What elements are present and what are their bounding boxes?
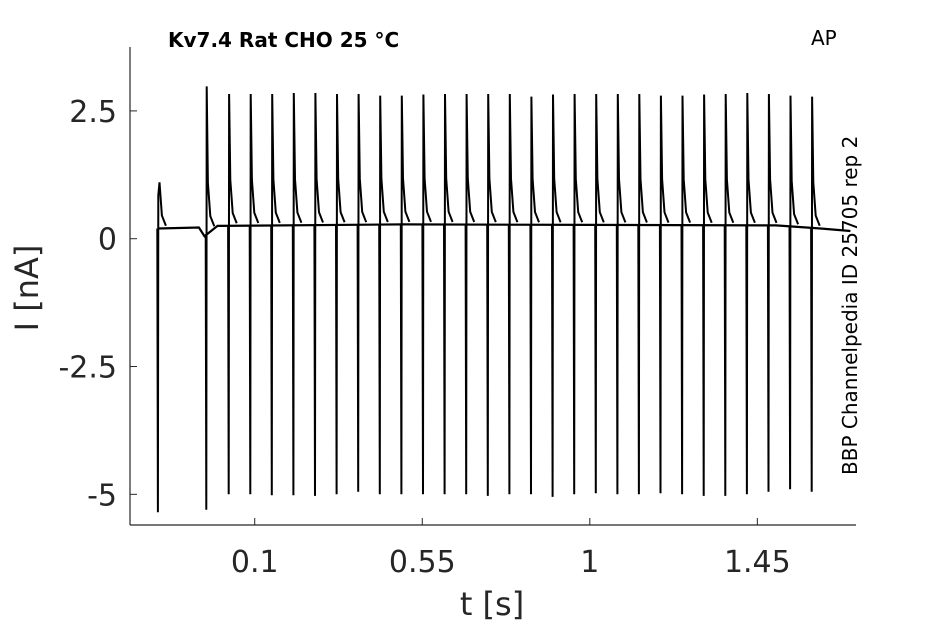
spike: [572, 93, 584, 495]
spike: [421, 94, 432, 495]
spike: [356, 93, 368, 492]
spike: [529, 96, 540, 495]
y-axis-label: I [nA]: [8, 245, 46, 332]
spike: [443, 93, 454, 495]
y-tick-label: 0: [98, 223, 117, 258]
spike: [399, 95, 411, 495]
x-tick-label: 1: [580, 545, 599, 580]
chart-title: Kv7.4 Rat CHO 25 °C: [168, 28, 399, 52]
spike: [680, 95, 692, 495]
spike: [637, 93, 648, 495]
spike: [486, 93, 497, 496]
spike: [464, 93, 476, 495]
spike: [378, 95, 389, 495]
x-tick-label: 0.1: [231, 545, 279, 580]
spike: [551, 94, 562, 497]
x-axis-label: t [s]: [460, 585, 524, 623]
spike: [227, 93, 238, 495]
spike: [594, 93, 605, 494]
spike: [507, 93, 519, 495]
spike: [766, 93, 778, 492]
y-tick-label: -5: [87, 478, 117, 513]
spike: [204, 86, 216, 510]
spike: [335, 93, 346, 495]
y-tick-label: -2.5: [58, 351, 117, 386]
spike: [702, 94, 713, 496]
x-tick-label: 1.45: [724, 545, 791, 580]
x-tick-label: 0.55: [389, 545, 456, 580]
spike: [810, 96, 821, 492]
protocol-label: AP: [811, 26, 837, 50]
spike: [291, 92, 303, 496]
spike: [658, 95, 670, 494]
source-label: BBP Channelpedia ID 25705 rep 2: [838, 136, 862, 475]
spike: [248, 93, 260, 495]
spike: [745, 92, 756, 495]
ticks: 0.1 0.55 1 1.45 2.5 0 -2.5 -5: [58, 95, 790, 580]
plot-area: [156, 86, 851, 513]
spike: [788, 95, 800, 490]
y-tick-label: 2.5: [69, 95, 117, 130]
current-trace-baseline: [157, 223, 851, 238]
spike: [270, 93, 281, 496]
spike: [156, 182, 167, 513]
spike: [723, 93, 735, 496]
spike: [313, 92, 324, 496]
spike: [615, 93, 627, 495]
axes: [129, 47, 856, 526]
